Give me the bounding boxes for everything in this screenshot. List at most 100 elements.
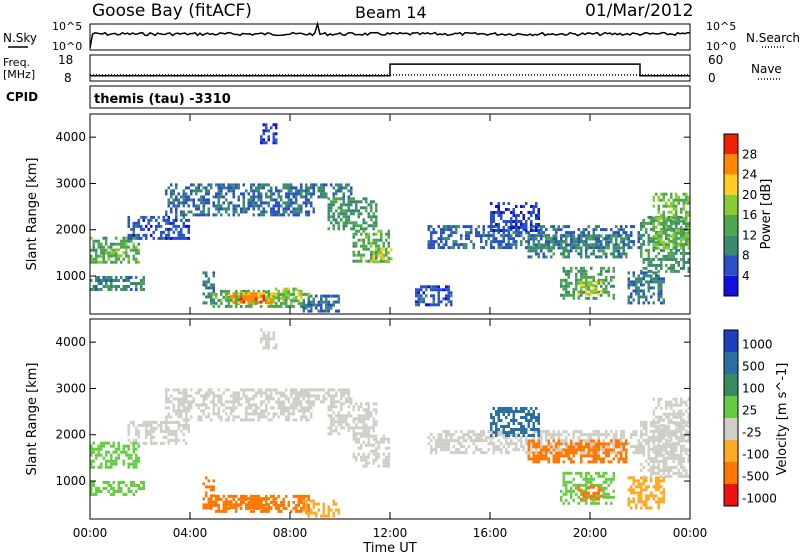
heatmap-cell: [267, 418, 270, 422]
heatmap-cell: [367, 414, 370, 418]
heatmap-cell: [232, 497, 235, 501]
heatmap-cell: [647, 280, 650, 284]
heatmap-cell: [175, 236, 178, 240]
heatmap-cell: [145, 432, 148, 436]
heatmap-cell: [230, 409, 233, 413]
heatmap-cell: [642, 420, 645, 424]
heatmap-cell: [510, 228, 513, 232]
cpid-panel: CPID themis (tau) -3310: [6, 85, 691, 109]
heatmap-cell: [667, 432, 670, 436]
heatmap-cell: [597, 240, 600, 244]
heatmap-cell: [660, 213, 663, 217]
heatmap-cell: [657, 479, 660, 483]
heatmap-cell: [617, 249, 620, 253]
heatmap-cell: [282, 296, 285, 300]
heatmap-cell: [270, 494, 273, 498]
heatmap-cell: [502, 445, 505, 449]
heatmap-cell: [157, 221, 160, 225]
heatmap-cell: [520, 211, 523, 214]
heatmap-cell: [197, 183, 200, 187]
heatmap-cell: [287, 500, 290, 504]
heatmap-cell: [357, 405, 360, 409]
heatmap-cell: [592, 278, 595, 282]
heatmap-cell: [640, 444, 643, 448]
heatmap-cell: [332, 186, 335, 190]
heatmap-cell: [192, 201, 195, 205]
heatmap-cell: [197, 198, 200, 202]
heatmap-cell: [252, 397, 255, 401]
heatmap-cell: [652, 216, 655, 220]
heatmap-cell: [217, 388, 220, 392]
heatmap-cell: [342, 215, 345, 219]
heatmap-cell: [477, 225, 480, 229]
heatmap-cell: [307, 192, 310, 196]
heatmap-cell: [295, 213, 298, 217]
heatmap-cell: [687, 266, 690, 270]
heatmap-cell: [210, 500, 213, 504]
heatmap-cell: [367, 452, 370, 456]
heatmap-cell: [350, 203, 353, 207]
heatmap-cell: [577, 430, 580, 434]
heatmap-cell: [605, 442, 608, 446]
heatmap-cell: [530, 229, 533, 232]
heatmap-cell: [132, 230, 135, 234]
heatmap-cell: [577, 252, 580, 256]
heatmap-cell: [177, 403, 180, 407]
heatmap-cell: [260, 300, 263, 304]
heatmap-cell: [172, 403, 175, 407]
heatmap-cell: [170, 236, 173, 240]
heatmap-cell: [272, 213, 275, 217]
heatmap-cell: [650, 286, 653, 290]
heatmap-cell: [662, 243, 665, 247]
heatmap-cell: [260, 506, 263, 510]
heatmap-cell: [557, 225, 560, 229]
heatmap-cell: [210, 391, 213, 395]
heatmap-cell: [135, 236, 138, 240]
heatmap-cell: [280, 500, 283, 504]
heatmap-cell: [655, 415, 658, 419]
heatmap-cell: [450, 433, 453, 437]
heatmap-cell: [332, 423, 335, 427]
heatmap-cell: [595, 457, 598, 461]
heatmap-cell: [642, 257, 645, 261]
heatmap-cell: [587, 480, 590, 484]
heatmap-cell: [670, 418, 673, 422]
heatmap-cell: [137, 459, 140, 463]
heatmap-cell: [230, 500, 233, 504]
heatmap-cell: [602, 448, 605, 452]
heatmap-cell: [350, 189, 353, 193]
heatmap-cell: [662, 471, 665, 475]
heatmap-cell: [607, 460, 610, 464]
heatmap-cell: [360, 238, 363, 242]
heatmap-cell: [655, 192, 658, 196]
heatmap-cell: [642, 301, 645, 305]
heatmap-cell: [645, 257, 648, 261]
heatmap-cell: [432, 303, 435, 307]
heatmap-cell: [335, 400, 338, 404]
heatmap-cell: [512, 442, 515, 446]
heatmap-cell: [662, 479, 665, 483]
heatmap-cell: [660, 301, 663, 305]
heatmap-cell: [302, 292, 305, 296]
heatmap-cell: [127, 221, 130, 225]
heatmap-cell: [630, 433, 633, 437]
heatmap-cell: [580, 454, 583, 458]
heatmap-cell: [217, 409, 220, 413]
heatmap-cell: [377, 254, 380, 258]
heatmap-cell: [647, 274, 650, 278]
heatmap-cell: [212, 201, 215, 205]
heatmap-cell: [300, 497, 303, 501]
heatmap-cell: [445, 448, 448, 452]
heatmap-cell: [442, 225, 445, 229]
heatmap-cell: [450, 228, 453, 232]
heatmap-cell: [117, 444, 120, 448]
heatmap-cell: [182, 400, 185, 404]
heatmap-cell: [560, 284, 563, 288]
heatmap-cell: [585, 240, 588, 244]
heatmap-cell: [530, 223, 533, 226]
heatmap-cell: [167, 388, 170, 392]
heatmap-cell: [245, 295, 248, 299]
heatmap-cell: [380, 251, 383, 255]
heatmap-cell: [482, 430, 485, 434]
heatmap-cell: [570, 486, 573, 490]
